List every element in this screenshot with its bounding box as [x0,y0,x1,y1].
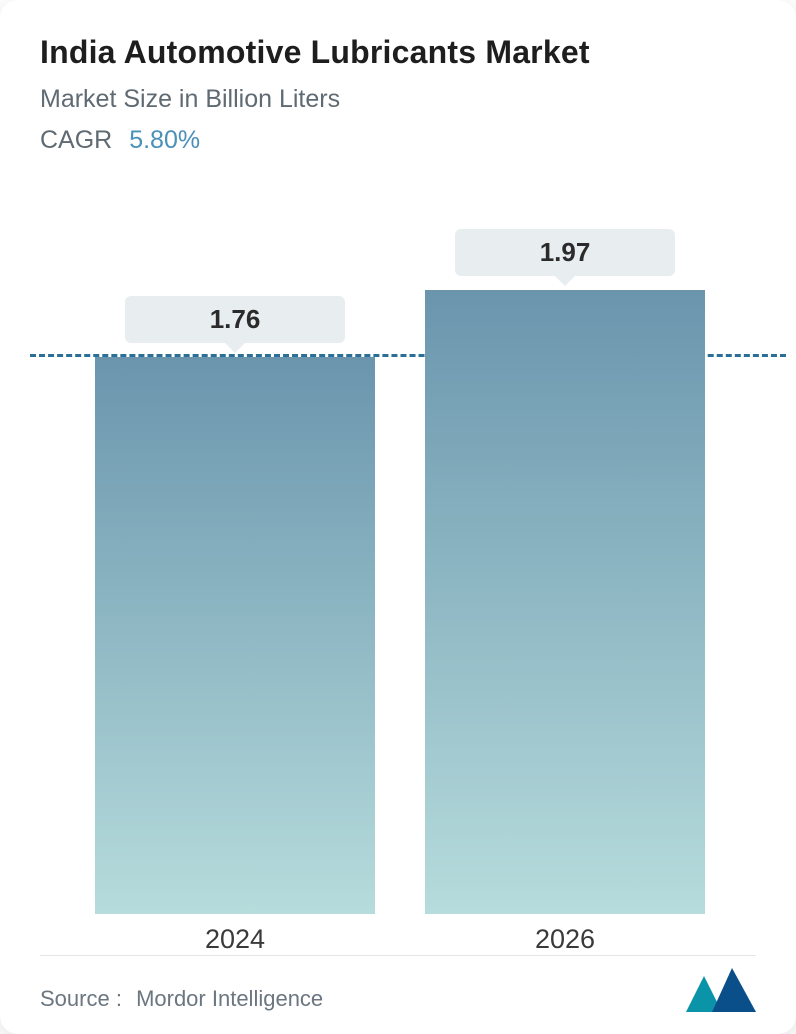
value-badge: 1.97 [455,229,675,276]
cagr-label: CAGR [40,126,112,154]
chart-card: India Automotive Lubricants Market Marke… [0,0,796,1034]
chart-area: 1.761.97 [0,210,796,914]
chart-subtitle: Market Size in Billion Liters [40,85,756,114]
source-label: Source : [40,986,122,1011]
value-badge: 1.76 [125,296,345,343]
bar-fill [425,290,705,914]
x-label-2026: 2026 [535,924,595,955]
chart-title: India Automotive Lubricants Market [40,34,756,71]
cagr-value: 5.80% [129,126,200,154]
chart-footer: Source : Mordor Intelligence [40,955,756,1012]
bar-fill [95,357,375,914]
x-label-2024: 2024 [205,924,265,955]
cagr-row: CAGR 5.80% [40,126,756,155]
bar-2026: 1.97 [425,290,705,914]
source-value: Mordor Intelligence [136,986,323,1011]
bar-2024: 1.76 [95,357,375,914]
source-row: Source : Mordor Intelligence [40,986,323,1012]
chart-header: India Automotive Lubricants Market Marke… [0,0,796,155]
mordor-logo-icon [686,968,756,1012]
